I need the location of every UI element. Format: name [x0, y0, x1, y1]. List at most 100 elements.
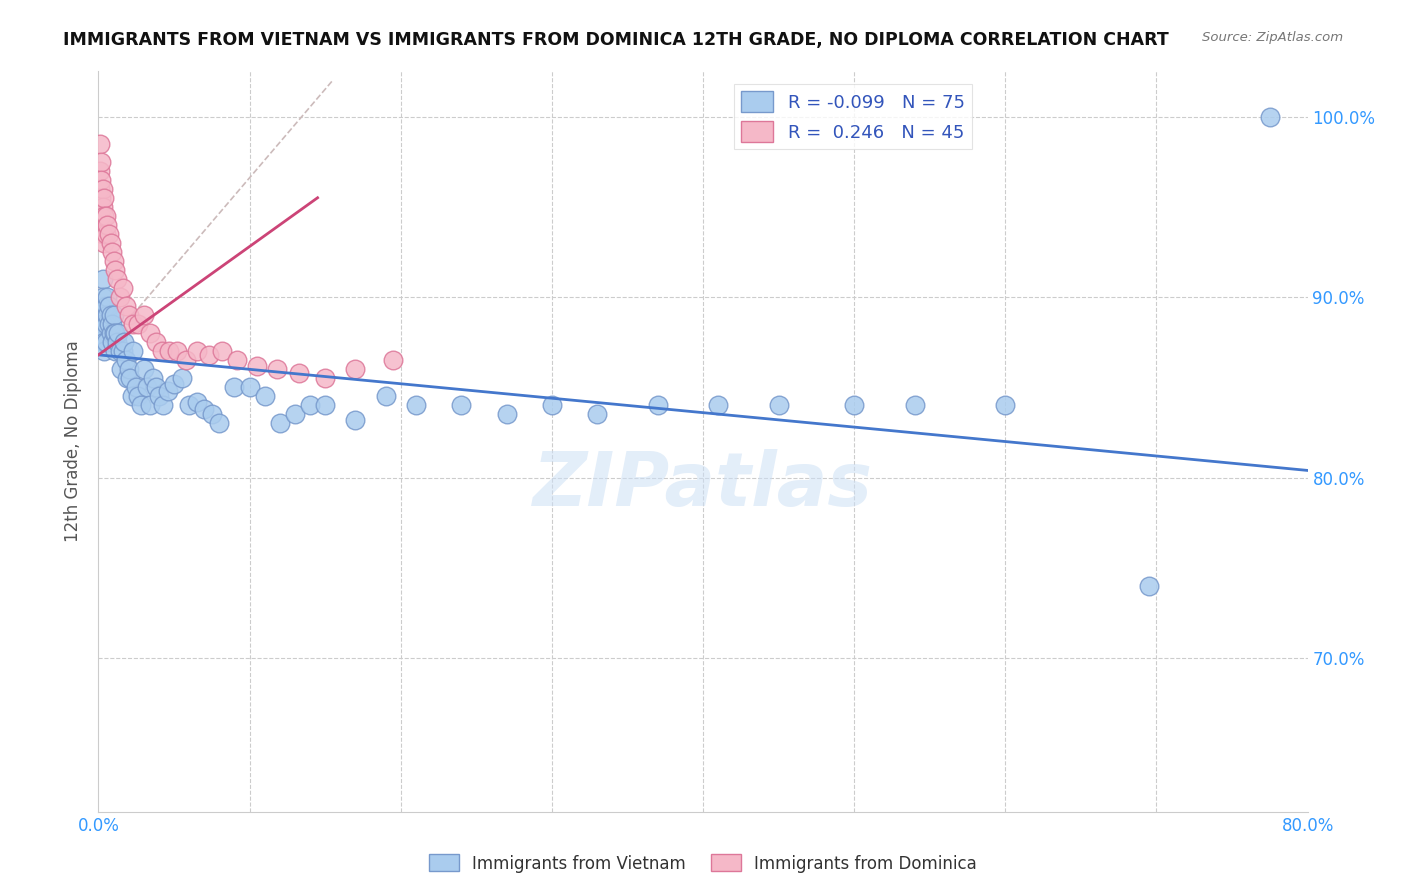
Point — [94, 335, 117, 350]
Point — [266, 362, 288, 376]
Point — [91, 227, 114, 241]
Point — [94, 209, 117, 223]
Point — [114, 353, 136, 368]
Point — [94, 317, 117, 331]
Point — [269, 417, 291, 431]
Point — [104, 326, 127, 341]
Point — [98, 299, 121, 313]
Point — [145, 380, 167, 394]
Point — [374, 389, 396, 403]
Point — [96, 308, 118, 322]
Point — [142, 371, 165, 385]
Point — [89, 136, 111, 151]
Point — [1258, 110, 1281, 124]
Point — [108, 290, 131, 304]
Point — [94, 227, 117, 241]
Point — [90, 326, 112, 341]
Point — [284, 408, 307, 422]
Y-axis label: 12th Grade, No Diploma: 12th Grade, No Diploma — [65, 341, 83, 542]
Point — [104, 344, 127, 359]
Point — [174, 353, 197, 368]
Point — [90, 154, 112, 169]
Point — [844, 399, 866, 413]
Point — [90, 172, 112, 186]
Point — [314, 371, 336, 385]
Point — [121, 389, 143, 403]
Point — [93, 344, 115, 359]
Point — [139, 399, 162, 413]
Legend: R = -0.099   N = 75, R =  0.246   N = 45: R = -0.099 N = 75, R = 0.246 N = 45 — [734, 84, 972, 149]
Point — [186, 394, 208, 409]
Text: IMMIGRANTS FROM VIETNAM VS IMMIGRANTS FROM DOMINICA 12TH GRADE, NO DIPLOMA CORRE: IMMIGRANTS FROM VIETNAM VS IMMIGRANTS FR… — [63, 31, 1168, 49]
Point — [112, 335, 135, 350]
Point — [100, 235, 122, 250]
Point — [768, 399, 790, 413]
Point — [101, 244, 124, 259]
Point — [115, 371, 138, 385]
Point — [994, 399, 1017, 413]
Point — [125, 380, 148, 394]
Point — [129, 399, 152, 413]
Point — [148, 389, 170, 403]
Point — [89, 182, 111, 196]
Point — [103, 308, 125, 322]
Point — [122, 344, 145, 359]
Point — [135, 380, 157, 394]
Point — [211, 344, 233, 359]
Point — [156, 384, 179, 398]
Point — [179, 399, 201, 413]
Point — [93, 191, 115, 205]
Point — [98, 317, 121, 331]
Point — [152, 399, 174, 413]
Point — [288, 366, 311, 380]
Point — [904, 399, 927, 413]
Point — [647, 399, 669, 413]
Point — [166, 344, 188, 359]
Point — [132, 362, 155, 376]
Point — [163, 376, 186, 391]
Point — [100, 326, 122, 341]
Point — [382, 353, 405, 368]
Point — [127, 317, 149, 331]
Point — [299, 399, 322, 413]
Point — [91, 272, 114, 286]
Point — [107, 326, 129, 341]
Point — [103, 326, 125, 341]
Point — [540, 399, 562, 413]
Point — [170, 371, 193, 385]
Point — [344, 362, 367, 376]
Point — [93, 335, 115, 350]
Text: ZIPatlas: ZIPatlas — [533, 450, 873, 523]
Point — [197, 348, 219, 362]
Point — [118, 308, 141, 322]
Point — [186, 344, 208, 359]
Point — [104, 263, 127, 277]
Point — [103, 254, 125, 268]
Point — [96, 218, 118, 232]
Point — [114, 299, 136, 313]
Point — [201, 408, 224, 422]
Point — [127, 389, 149, 403]
Point — [226, 353, 249, 368]
Point — [405, 399, 427, 413]
Point — [98, 227, 121, 241]
Point — [132, 308, 155, 322]
Legend: Immigrants from Vietnam, Immigrants from Dominica: Immigrants from Vietnam, Immigrants from… — [422, 847, 984, 880]
Point — [101, 335, 124, 350]
Point — [111, 344, 134, 359]
Point — [208, 417, 231, 431]
Point — [91, 317, 114, 331]
Point — [450, 399, 472, 413]
Point — [586, 408, 609, 422]
Point — [105, 272, 128, 286]
Point — [1137, 579, 1160, 593]
Point — [246, 359, 269, 373]
Point — [314, 399, 336, 413]
Point — [110, 362, 132, 376]
Point — [150, 344, 173, 359]
Point — [120, 371, 142, 385]
Point — [91, 290, 114, 304]
Point — [111, 281, 134, 295]
Point — [145, 335, 167, 350]
Point — [139, 326, 162, 341]
